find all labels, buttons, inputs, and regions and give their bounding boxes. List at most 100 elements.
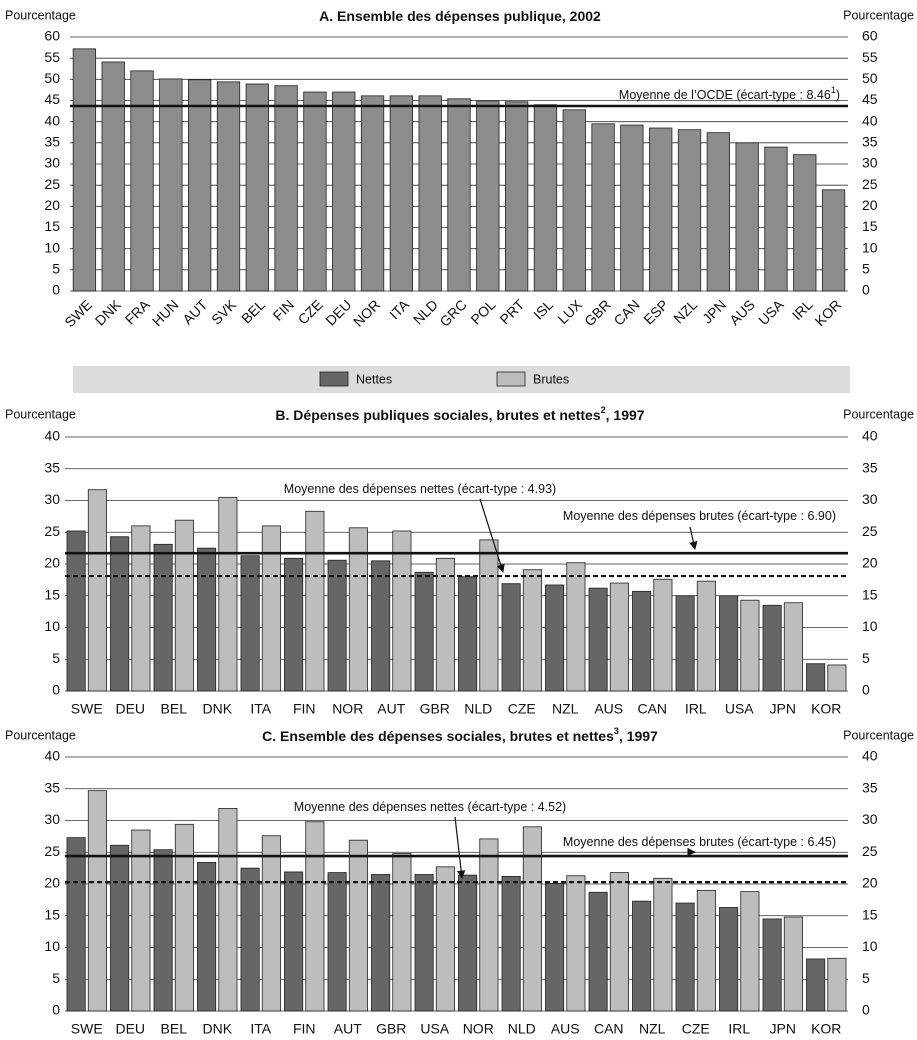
chart-title: B. Dépenses publiques sociales, brutes e… bbox=[275, 405, 644, 422]
y-tick-label-right: 55 bbox=[862, 49, 878, 65]
x-tick-label: KOR bbox=[811, 701, 841, 717]
bar bbox=[447, 98, 471, 292]
x-tick-label: USA bbox=[725, 701, 754, 717]
bar bbox=[501, 875, 521, 1012]
x-tick-label: DEU bbox=[115, 1021, 145, 1037]
arrow bbox=[454, 816, 466, 879]
y-tick-label: 35 bbox=[44, 459, 60, 475]
bar bbox=[827, 664, 847, 692]
bar bbox=[653, 578, 673, 692]
bar bbox=[327, 559, 347, 692]
legend-label: Brutes bbox=[533, 372, 569, 386]
x-tick-label: GBR bbox=[376, 1021, 406, 1037]
mean-label: Moyenne des dépenses brutes (écart-type … bbox=[563, 835, 836, 849]
bar bbox=[101, 61, 125, 292]
y-tick-label-right: 20 bbox=[862, 197, 878, 213]
bar bbox=[216, 81, 241, 292]
chart-title-tail: , 1997 bbox=[619, 728, 658, 744]
x-tick-label: GRC bbox=[436, 296, 469, 329]
chart-title-note: 2 bbox=[601, 405, 606, 415]
y-tick-label: 10 bbox=[44, 618, 60, 634]
bar bbox=[806, 663, 826, 692]
y-tick-label: 0 bbox=[52, 1002, 60, 1018]
bar bbox=[522, 826, 542, 1012]
bar bbox=[303, 91, 327, 292]
bar bbox=[348, 527, 368, 692]
y-tick-label-right: 50 bbox=[862, 70, 878, 86]
chart-title-note: 3 bbox=[614, 726, 619, 736]
bar bbox=[479, 539, 499, 692]
mean-label: Moyenne des dépenses nettes (écart-type … bbox=[284, 482, 556, 496]
x-tick-label: IRL bbox=[685, 701, 707, 717]
bar bbox=[371, 874, 391, 1012]
x-tick-label: BEL bbox=[161, 701, 188, 717]
y-tick-label: 50 bbox=[44, 70, 60, 86]
x-tick-label: FIN bbox=[270, 296, 297, 323]
bar bbox=[240, 867, 260, 1012]
x-tick-label: NZL bbox=[552, 701, 579, 717]
bar bbox=[435, 557, 455, 692]
chart-title: A. Ensemble des dépenses publique, 2002 bbox=[319, 8, 601, 24]
bar bbox=[360, 95, 385, 292]
bar bbox=[609, 872, 629, 1012]
bar bbox=[66, 530, 86, 692]
bar bbox=[371, 560, 391, 692]
x-tick-label: CAN bbox=[637, 701, 667, 717]
bar bbox=[435, 866, 455, 1012]
x-tick-label: GBR bbox=[420, 701, 450, 717]
y-tick-label-right: 5 bbox=[862, 970, 870, 986]
x-tick-label: USA bbox=[755, 296, 787, 328]
bar bbox=[197, 862, 217, 1012]
y-tick-label-right: 0 bbox=[862, 1002, 870, 1018]
x-tick-label: USA bbox=[420, 1021, 449, 1037]
x-tick-label: DEU bbox=[115, 701, 145, 717]
x-tick-label: ITA bbox=[250, 701, 271, 717]
bar bbox=[153, 849, 173, 1012]
y-tick-label: 5 bbox=[52, 261, 60, 277]
y-tick-label-right: 30 bbox=[862, 155, 878, 171]
bar bbox=[632, 900, 652, 1012]
bar bbox=[740, 599, 760, 692]
bar bbox=[159, 78, 183, 292]
x-tick-label: SWE bbox=[71, 1021, 103, 1037]
bar bbox=[675, 595, 695, 692]
x-tick-label: NZL bbox=[639, 1021, 666, 1037]
bar bbox=[588, 587, 608, 692]
y-tick-label: 20 bbox=[44, 875, 60, 891]
x-tick-label: JPN bbox=[699, 296, 729, 326]
bar bbox=[188, 79, 212, 292]
x-tick-label: JPN bbox=[770, 1021, 796, 1037]
bar bbox=[719, 907, 739, 1012]
x-tick-label: DEU bbox=[322, 296, 354, 328]
y-tick-label: 40 bbox=[44, 112, 60, 128]
x-tick-label: CZE bbox=[295, 296, 326, 327]
bar bbox=[414, 874, 434, 1012]
bar bbox=[240, 555, 260, 692]
bar bbox=[389, 95, 414, 292]
bar bbox=[72, 48, 97, 292]
y-tick-label: 10 bbox=[44, 239, 60, 255]
y-axis-label-right: Pourcentage bbox=[843, 407, 914, 421]
mean-label: Moyenne des dépenses nettes (écart-type … bbox=[294, 800, 566, 814]
bar bbox=[566, 562, 586, 692]
bar bbox=[284, 557, 304, 692]
x-tick-label: NZL bbox=[670, 296, 700, 326]
bar bbox=[706, 132, 730, 292]
x-tick-label: NOR bbox=[463, 1021, 494, 1037]
y-tick-label-right: 5 bbox=[862, 650, 870, 666]
bar bbox=[87, 489, 107, 692]
x-tick-label: ISL bbox=[530, 296, 556, 322]
bar bbox=[261, 835, 281, 1012]
bar bbox=[649, 127, 673, 292]
mean-label-main: Moyenne des dépenses brutes (écart-type … bbox=[563, 835, 836, 849]
chart-title-main: C. Ensemble des dépenses sociales, brute… bbox=[262, 728, 614, 744]
bar bbox=[392, 530, 412, 692]
x-tick-label: AUT bbox=[377, 701, 405, 717]
x-tick-label: KOR bbox=[811, 1021, 841, 1037]
bar bbox=[131, 525, 151, 692]
x-tick-label: PRT bbox=[496, 296, 527, 327]
x-tick-label: JPN bbox=[770, 701, 796, 717]
bar bbox=[261, 525, 281, 692]
y-tick-label-right: 30 bbox=[862, 491, 878, 507]
y-tick-label-right: 10 bbox=[862, 239, 878, 255]
